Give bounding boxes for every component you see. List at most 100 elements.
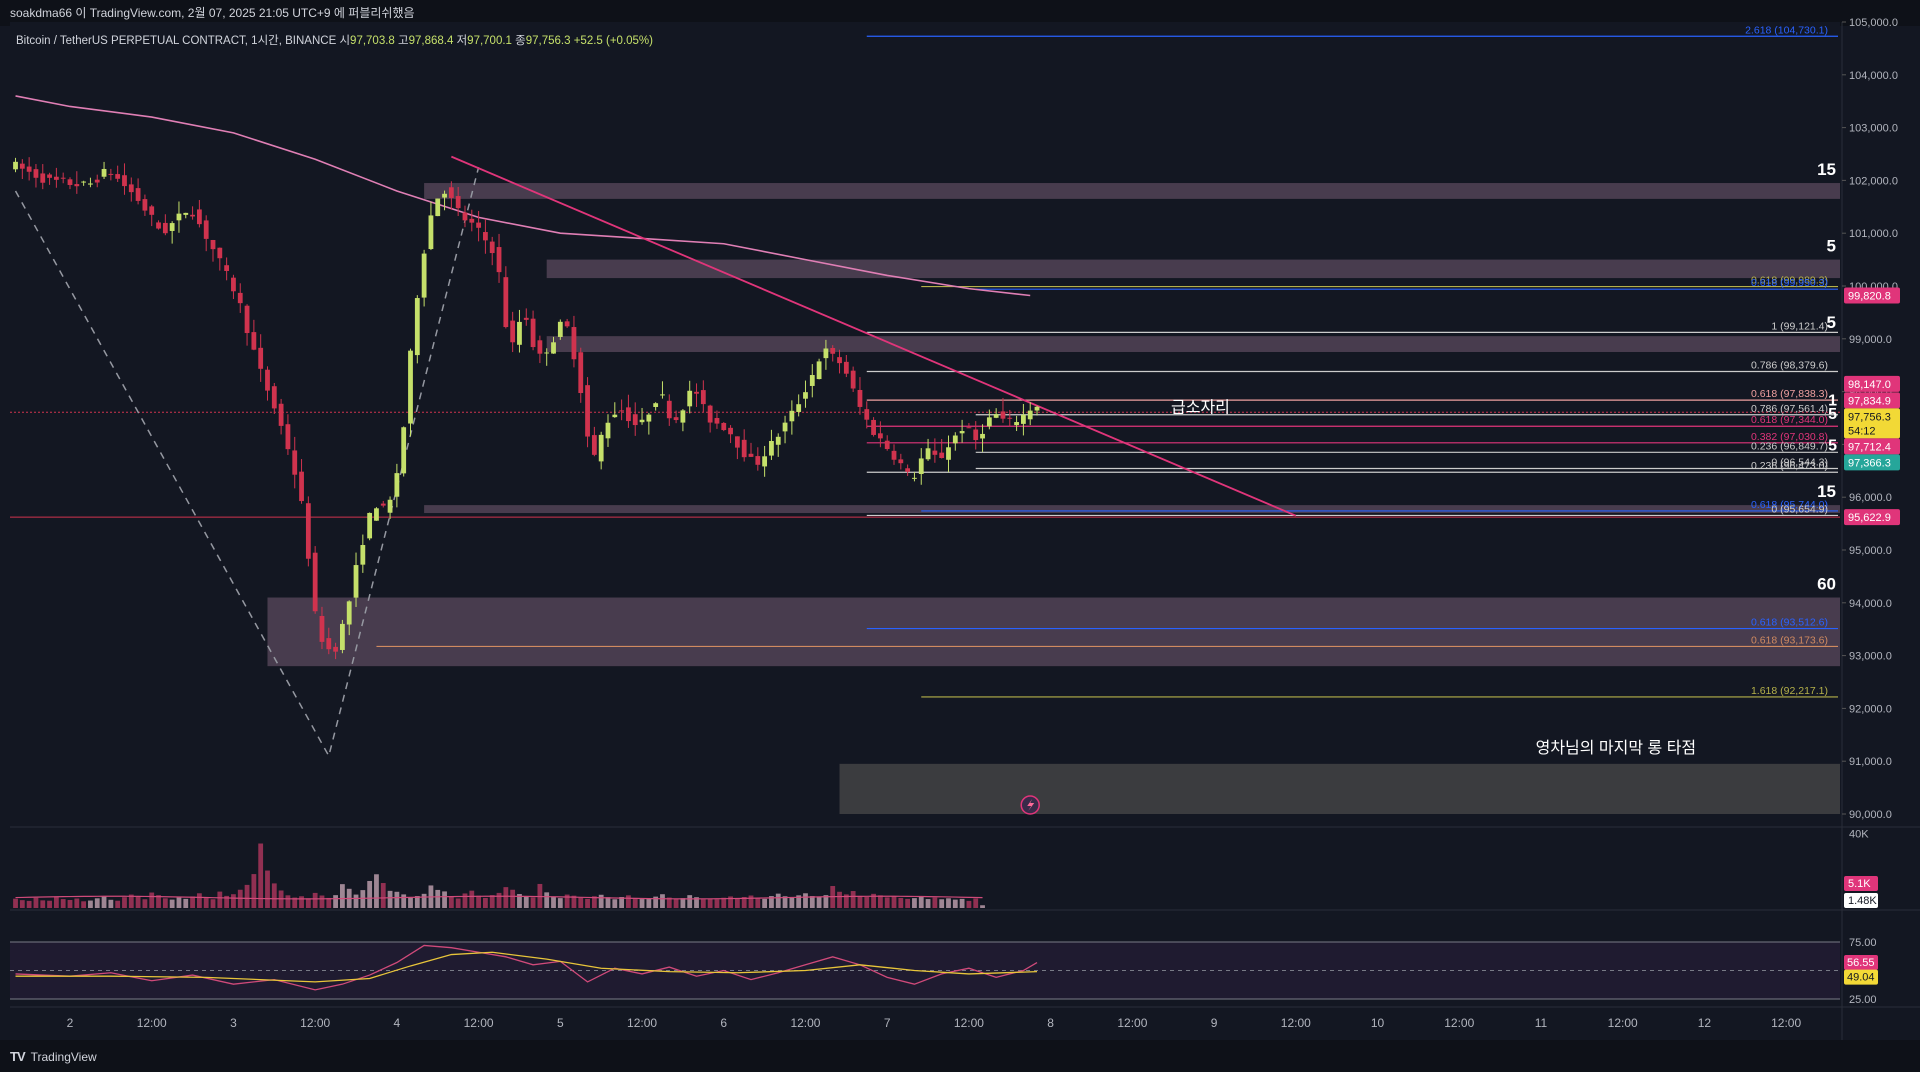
candle-body: [1007, 417, 1013, 419]
candle-body: [721, 422, 727, 431]
price-tick-label: 95,000.0: [1849, 545, 1892, 557]
volume-bar: [387, 890, 393, 908]
fib-level-label: 0.786 (97,561.4): [1751, 403, 1828, 415]
legend-change: +52.5 (+0.05%): [574, 35, 653, 47]
volume-bar: [789, 897, 795, 908]
time-tick-label: 7: [884, 1016, 891, 1030]
level-number: 1: [1828, 393, 1837, 410]
fib-level-label: 0.618 (97,838.3): [1751, 388, 1828, 400]
volume-bar: [156, 895, 161, 908]
legend-low: 97,700.1: [467, 35, 515, 47]
time-tick-label: 4: [394, 1016, 401, 1030]
candle-body: [162, 222, 168, 234]
candle-body: [353, 565, 359, 598]
candle-body: [666, 400, 672, 419]
price-label-badge: [1844, 454, 1900, 471]
candle-body: [299, 471, 304, 502]
candle-body: [700, 390, 706, 405]
fib-level-label: 2.618 (104,730.1): [1745, 24, 1828, 36]
candle-body: [605, 422, 611, 439]
volume-bar: [775, 893, 781, 908]
candle-body: [244, 305, 250, 334]
volume-bar: [394, 891, 400, 908]
zone-box: [839, 763, 1840, 814]
volume-bar: [115, 900, 121, 908]
candle-body: [196, 209, 202, 225]
fib-level-label: 0.236 (96,473.0): [1751, 460, 1828, 472]
time-tick-label: 12:00: [1608, 1016, 1638, 1030]
price-axis: 105,000.0 104,000.0 103,000.0 102,000.0 101,…: [1842, 17, 1900, 821]
fib-level-label: 0.618 (93,512.6): [1751, 617, 1828, 629]
time-tick-label: 12:00: [464, 1016, 494, 1030]
candle-body: [619, 410, 625, 412]
volume-bar: [557, 898, 563, 908]
volume-bar: [196, 893, 202, 908]
candle-body: [476, 222, 481, 228]
volume-value-badge: [1844, 876, 1878, 891]
volume-bar: [782, 896, 788, 908]
volume-bar: [803, 893, 808, 908]
candle-body: [115, 174, 121, 179]
candle-body: [88, 183, 93, 185]
price-label-badge: [1844, 438, 1900, 455]
candle-body: [612, 414, 618, 418]
price-tick-label: 91,000.0: [1849, 756, 1892, 768]
volume-bar: [122, 897, 127, 908]
volume-bar: [26, 900, 32, 908]
rsi-ma-badge: [1844, 969, 1878, 985]
volume-bar: [857, 895, 863, 908]
candle-body: [653, 403, 659, 407]
volume-bar: [932, 897, 938, 908]
candle-body: [237, 292, 243, 304]
volume-bar: [544, 892, 550, 908]
candle-body: [816, 361, 822, 380]
candle-body: [414, 298, 420, 356]
volume-bar: [612, 899, 618, 908]
tradingview-brand[interactable]: TV TradingView: [10, 1049, 97, 1064]
volume-bar: [401, 894, 407, 908]
volume-bar: [210, 899, 216, 908]
candle-body: [769, 441, 774, 456]
price-tick-label: 92,000.0: [1849, 703, 1892, 715]
volume-bar: [13, 898, 18, 908]
volume-bar: [176, 897, 182, 908]
price-tick-label: 103,000.0: [1849, 123, 1898, 135]
candle-body: [74, 184, 80, 187]
candle-body: [408, 350, 413, 424]
volume-bar: [435, 889, 441, 908]
candle-body: [81, 181, 87, 183]
rsi-pane: 75.00 25.00 56.55 49.04: [10, 937, 1878, 1006]
candle-body: [367, 512, 373, 539]
volume-bar: [980, 905, 985, 908]
candle-body: [53, 176, 59, 180]
candle-body: [401, 427, 407, 474]
candle-body: [551, 342, 556, 354]
time-tick-label: 12:00: [627, 1016, 657, 1030]
volume-bar: [748, 895, 754, 908]
candle-body: [176, 213, 182, 221]
volume-bar: [101, 896, 107, 908]
volume-bar: [326, 897, 332, 908]
volume-bar: [203, 898, 209, 908]
fib-level-label: 1 (99,121.4): [1771, 320, 1828, 332]
volume-bar: [877, 895, 883, 908]
volume-bar: [837, 891, 842, 908]
candle-body: [1034, 406, 1040, 411]
volume-value-text: 5.1K: [1848, 878, 1871, 890]
candle-body: [183, 212, 189, 215]
candle-body: [796, 404, 802, 412]
volume-bar: [918, 896, 924, 908]
volume-value-text: 1.48K: [1848, 895, 1877, 907]
volume-bar: [60, 899, 66, 908]
volume-bar: [74, 898, 80, 908]
zone-label: 15: [1817, 482, 1836, 501]
candle-body: [986, 417, 992, 427]
volume-bar: [462, 893, 468, 908]
candle-body: [156, 222, 161, 229]
legend-open: 97,703.8: [350, 35, 398, 47]
volume-bar: [680, 898, 686, 908]
candle-body: [591, 435, 597, 455]
time-tick-label: 12:00: [300, 1016, 330, 1030]
rsi-line: [15, 944, 1038, 991]
